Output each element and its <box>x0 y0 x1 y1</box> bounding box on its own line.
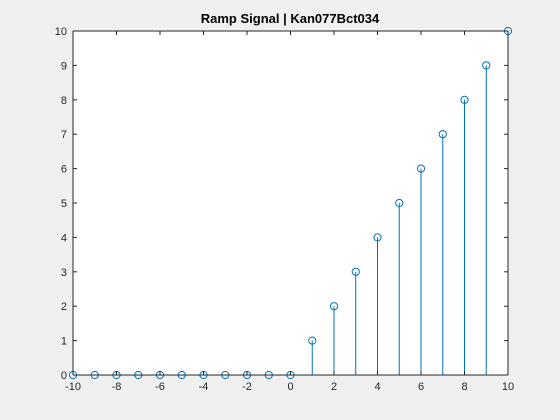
x-tick-label: -4 <box>199 381 209 393</box>
y-tick-label: 0 <box>61 370 67 382</box>
stem-marker <box>329 302 339 311</box>
x-tick-label: 10 <box>502 381 514 393</box>
y-tick-label: 1 <box>61 336 67 348</box>
y-tick-label: 5 <box>61 198 67 210</box>
stem-marker <box>438 130 447 139</box>
y-tick-label: 9 <box>61 60 67 72</box>
x-tick-label: 2 <box>331 381 337 393</box>
x-tick-label: 6 <box>418 381 424 393</box>
y-tick-label: 7 <box>61 129 67 141</box>
stem-marker <box>395 198 404 208</box>
y-tick-label: 10 <box>55 26 67 38</box>
labels-layer: -10 -8 -6 -4 -2 0 2 4 6 8 10 0 1 2 3 4 5 6 7 8 9 10 <box>55 26 514 393</box>
y-tick-label: 4 <box>61 232 67 244</box>
axes-layer <box>72 30 509 376</box>
stem-marker <box>416 164 426 173</box>
stem-marker <box>460 95 469 104</box>
x-tick-label: -2 <box>242 381 252 393</box>
plot-area <box>73 31 508 375</box>
stem-marker <box>373 233 382 242</box>
stem-marker <box>308 336 317 345</box>
y-tick-label: 3 <box>61 267 67 279</box>
x-tick-label: 8 <box>461 381 467 393</box>
x-tick-label: -10 <box>65 381 81 393</box>
chart-title: Ramp Signal | Kan077Bct034 <box>201 11 380 26</box>
stem-marker <box>482 61 491 70</box>
stem-marker <box>351 267 360 276</box>
y-tick-label: 8 <box>61 95 67 107</box>
y-tick-label: 6 <box>61 164 67 176</box>
x-tick-label: -8 <box>112 381 122 393</box>
y-tick-label: 2 <box>61 301 67 313</box>
x-tick-label: 0 <box>287 381 293 393</box>
x-tick-label: 4 <box>374 381 380 393</box>
x-tick-label: -6 <box>155 381 165 393</box>
